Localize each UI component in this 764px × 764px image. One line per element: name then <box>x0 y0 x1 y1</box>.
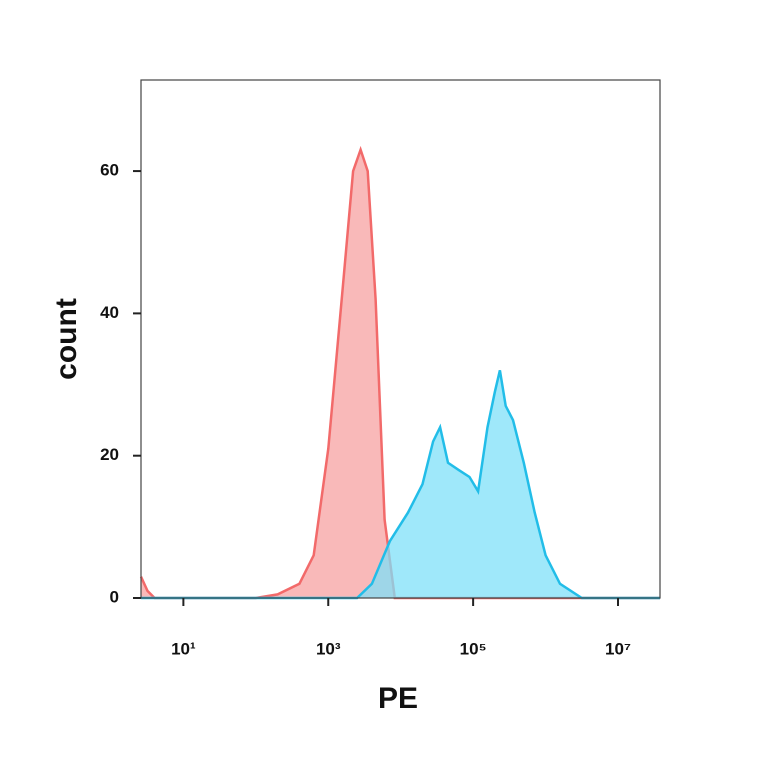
y-tick-label: 20 <box>100 445 119 464</box>
x-axis-title: PE <box>378 682 418 715</box>
plot-frame <box>140 79 661 599</box>
y-tick-label: 40 <box>100 303 119 322</box>
y-axis-title: count <box>50 298 83 380</box>
x-tick-label: 10⁷ <box>605 639 631 658</box>
y-tick-label: 60 <box>100 161 119 180</box>
x-tick-label: 10³ <box>316 639 341 658</box>
x-tick-label: 10⁵ <box>460 639 487 658</box>
y-tick-label: 0 <box>110 587 119 606</box>
histogram-line <box>141 370 660 600</box>
histogram-area <box>141 370 660 598</box>
x-tick-label: 10¹ <box>171 639 196 658</box>
